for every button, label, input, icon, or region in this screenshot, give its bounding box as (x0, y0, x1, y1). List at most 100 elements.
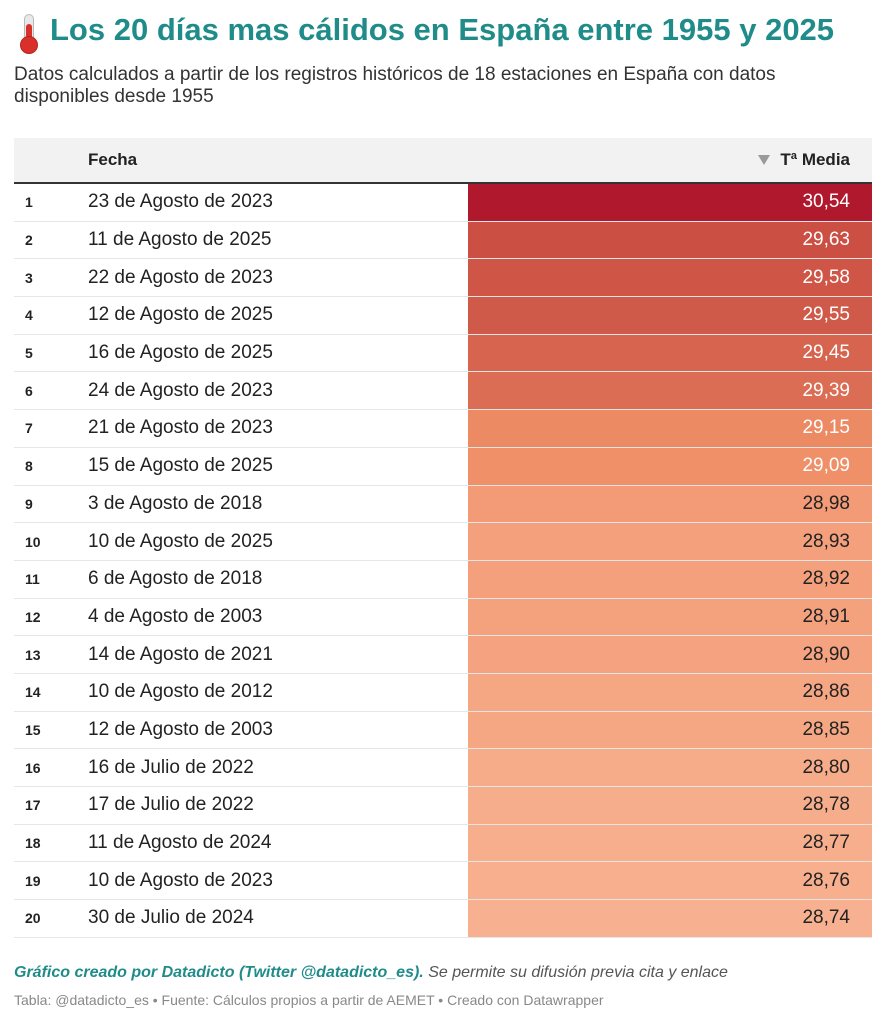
value-heat-cell: 28,93 (468, 523, 872, 560)
row-rank: 3 (25, 269, 33, 286)
header: Los 20 días mas cálidos en España entre … (14, 10, 835, 54)
row-value: 28,78 (802, 794, 850, 816)
table-row: 4 12 de Agosto de 2025 29,55 (14, 297, 872, 335)
value-heat-cell: 29,39 (468, 372, 872, 410)
row-date: 10 de Agosto de 2012 (88, 681, 273, 703)
value-heat-cell: 28,90 (468, 636, 872, 673)
value-heat-cell: 30,54 (468, 184, 872, 221)
row-value: 29,55 (802, 304, 850, 326)
row-date: 4 de Agosto de 2003 (88, 605, 263, 627)
table-row: 12 4 de Agosto de 2003 28,91 (14, 598, 872, 637)
row-date: 3 de Agosto de 2018 (88, 492, 263, 514)
table-row: 7 21 de Agosto de 2023 29,15 (14, 410, 872, 448)
table-row: 9 3 de Agosto de 2018 28,98 (14, 485, 872, 524)
row-rank: 19 (25, 872, 41, 889)
row-date: 11 de Agosto de 2025 (88, 229, 272, 251)
table-row: 5 16 de Agosto de 2025 29,45 (14, 334, 872, 373)
row-rank: 1 (25, 194, 33, 211)
row-rank: 4 (25, 307, 33, 324)
table-row: 20 30 de Julio de 2024 28,74 (14, 900, 872, 938)
row-value: 29,58 (802, 266, 850, 288)
row-value: 30,54 (802, 191, 850, 213)
table-row: 13 14 de Agosto de 2021 28,90 (14, 636, 872, 674)
value-heat-cell: 28,86 (468, 673, 872, 711)
row-rank: 13 (25, 646, 41, 663)
row-date: 11 de Agosto de 2024 (88, 832, 272, 854)
credit-line: Gráfico creado por Datadicto (Twitter @d… (14, 964, 728, 982)
table-body: 1 23 de Agosto de 2023 30,54 2 11 de Agosto … (14, 184, 872, 938)
row-rank: 14 (25, 684, 41, 701)
value-heat-cell: 29,63 (468, 221, 872, 259)
thermometer-icon (14, 10, 42, 54)
table-header: Fecha Tª Media (14, 138, 872, 184)
row-rank: 7 (25, 420, 33, 437)
row-date: 21 de Agosto de 2023 (88, 417, 273, 439)
row-date: 12 de Agosto de 2025 (88, 304, 273, 326)
row-rank: 15 (25, 721, 41, 738)
row-rank: 17 (25, 797, 41, 814)
column-header-fecha[interactable]: Fecha (88, 150, 138, 169)
row-value: 28,76 (802, 869, 850, 891)
value-heat-cell: 29,55 (468, 297, 872, 334)
sort-descending-icon[interactable] (758, 155, 771, 165)
credit-strong: Gráfico creado por Datadicto (Twitter @d… (14, 964, 424, 981)
value-heat-cell: 28,76 (468, 862, 872, 900)
row-rank: 11 (25, 571, 40, 588)
table-row: 1 23 de Agosto de 2023 30,54 (14, 184, 872, 222)
chart-title: Los 20 días mas cálidos en España entre … (50, 12, 835, 47)
value-heat-cell: 28,91 (468, 598, 872, 636)
footer-source: Tabla: @datadicto_es • Fuente: Cálculos … (14, 992, 604, 1008)
table-row: 17 17 de Julio de 2022 28,78 (14, 787, 872, 825)
row-date: 10 de Agosto de 2025 (88, 530, 273, 552)
table-row: 18 11 de Agosto de 2024 28,77 (14, 824, 872, 863)
value-heat-cell: 28,80 (468, 749, 872, 786)
row-date: 10 de Agosto de 2023 (88, 869, 273, 891)
data-table: Fecha Tª Media 1 23 de Agosto de 2023 30,5… (14, 138, 872, 938)
row-date: 12 de Agosto de 2003 (88, 718, 273, 740)
row-rank: 20 (25, 910, 41, 927)
value-heat-cell: 28,85 (468, 711, 872, 749)
row-date: 6 de Agosto de 2018 (88, 568, 263, 590)
table-row: 16 16 de Julio de 2022 28,80 (14, 749, 872, 787)
row-value: 29,09 (802, 455, 850, 477)
row-date: 23 de Agosto de 2023 (88, 191, 273, 213)
row-date: 16 de Julio de 2022 (88, 756, 254, 778)
row-value: 29,15 (802, 417, 850, 439)
row-date: 15 de Agosto de 2025 (88, 455, 273, 477)
table-row: 15 12 de Agosto de 2003 28,85 (14, 711, 872, 750)
value-heat-cell: 28,77 (468, 824, 872, 862)
row-rank: 10 (25, 533, 41, 550)
row-date: 30 de Julio de 2024 (88, 907, 254, 929)
row-date: 22 de Agosto de 2023 (88, 266, 273, 288)
row-value: 28,90 (802, 643, 850, 665)
table-row: 3 22 de Agosto de 2023 29,58 (14, 259, 872, 298)
row-date: 24 de Agosto de 2023 (88, 379, 273, 401)
value-heat-cell: 29,58 (468, 259, 872, 297)
row-value: 29,63 (802, 229, 850, 251)
row-date: 14 de Agosto de 2021 (88, 643, 273, 665)
table-row: 14 10 de Agosto de 2012 28,86 (14, 673, 872, 712)
row-value: 28,85 (802, 718, 850, 740)
row-value: 29,39 (802, 379, 850, 401)
row-rank: 9 (25, 495, 33, 512)
value-heat-cell: 29,09 (468, 447, 872, 485)
row-rank: 5 (25, 345, 33, 362)
column-header-media[interactable]: Tª Media (758, 150, 850, 170)
value-heat-cell: 28,98 (468, 485, 872, 523)
value-heat-cell: 28,74 (468, 900, 872, 937)
table-row: 19 10 de Agosto de 2023 28,76 (14, 862, 872, 901)
table-row: 8 15 de Agosto de 2025 29,09 (14, 447, 872, 486)
row-value: 28,74 (802, 907, 850, 929)
row-rank: 18 (25, 835, 41, 852)
row-value: 28,98 (802, 492, 850, 514)
value-heat-cell: 29,45 (468, 334, 872, 372)
table-row: 11 6 de Agosto de 2018 28,92 (14, 560, 872, 599)
row-value: 28,91 (802, 605, 850, 627)
row-value: 29,45 (802, 342, 850, 364)
table-row: 10 10 de Agosto de 2025 28,93 (14, 523, 872, 561)
value-heat-cell: 28,78 (468, 787, 872, 824)
table-row: 6 24 de Agosto de 2023 29,39 (14, 372, 872, 411)
row-value: 28,93 (802, 530, 850, 552)
row-rank: 6 (25, 382, 33, 399)
row-value: 28,77 (802, 832, 850, 854)
